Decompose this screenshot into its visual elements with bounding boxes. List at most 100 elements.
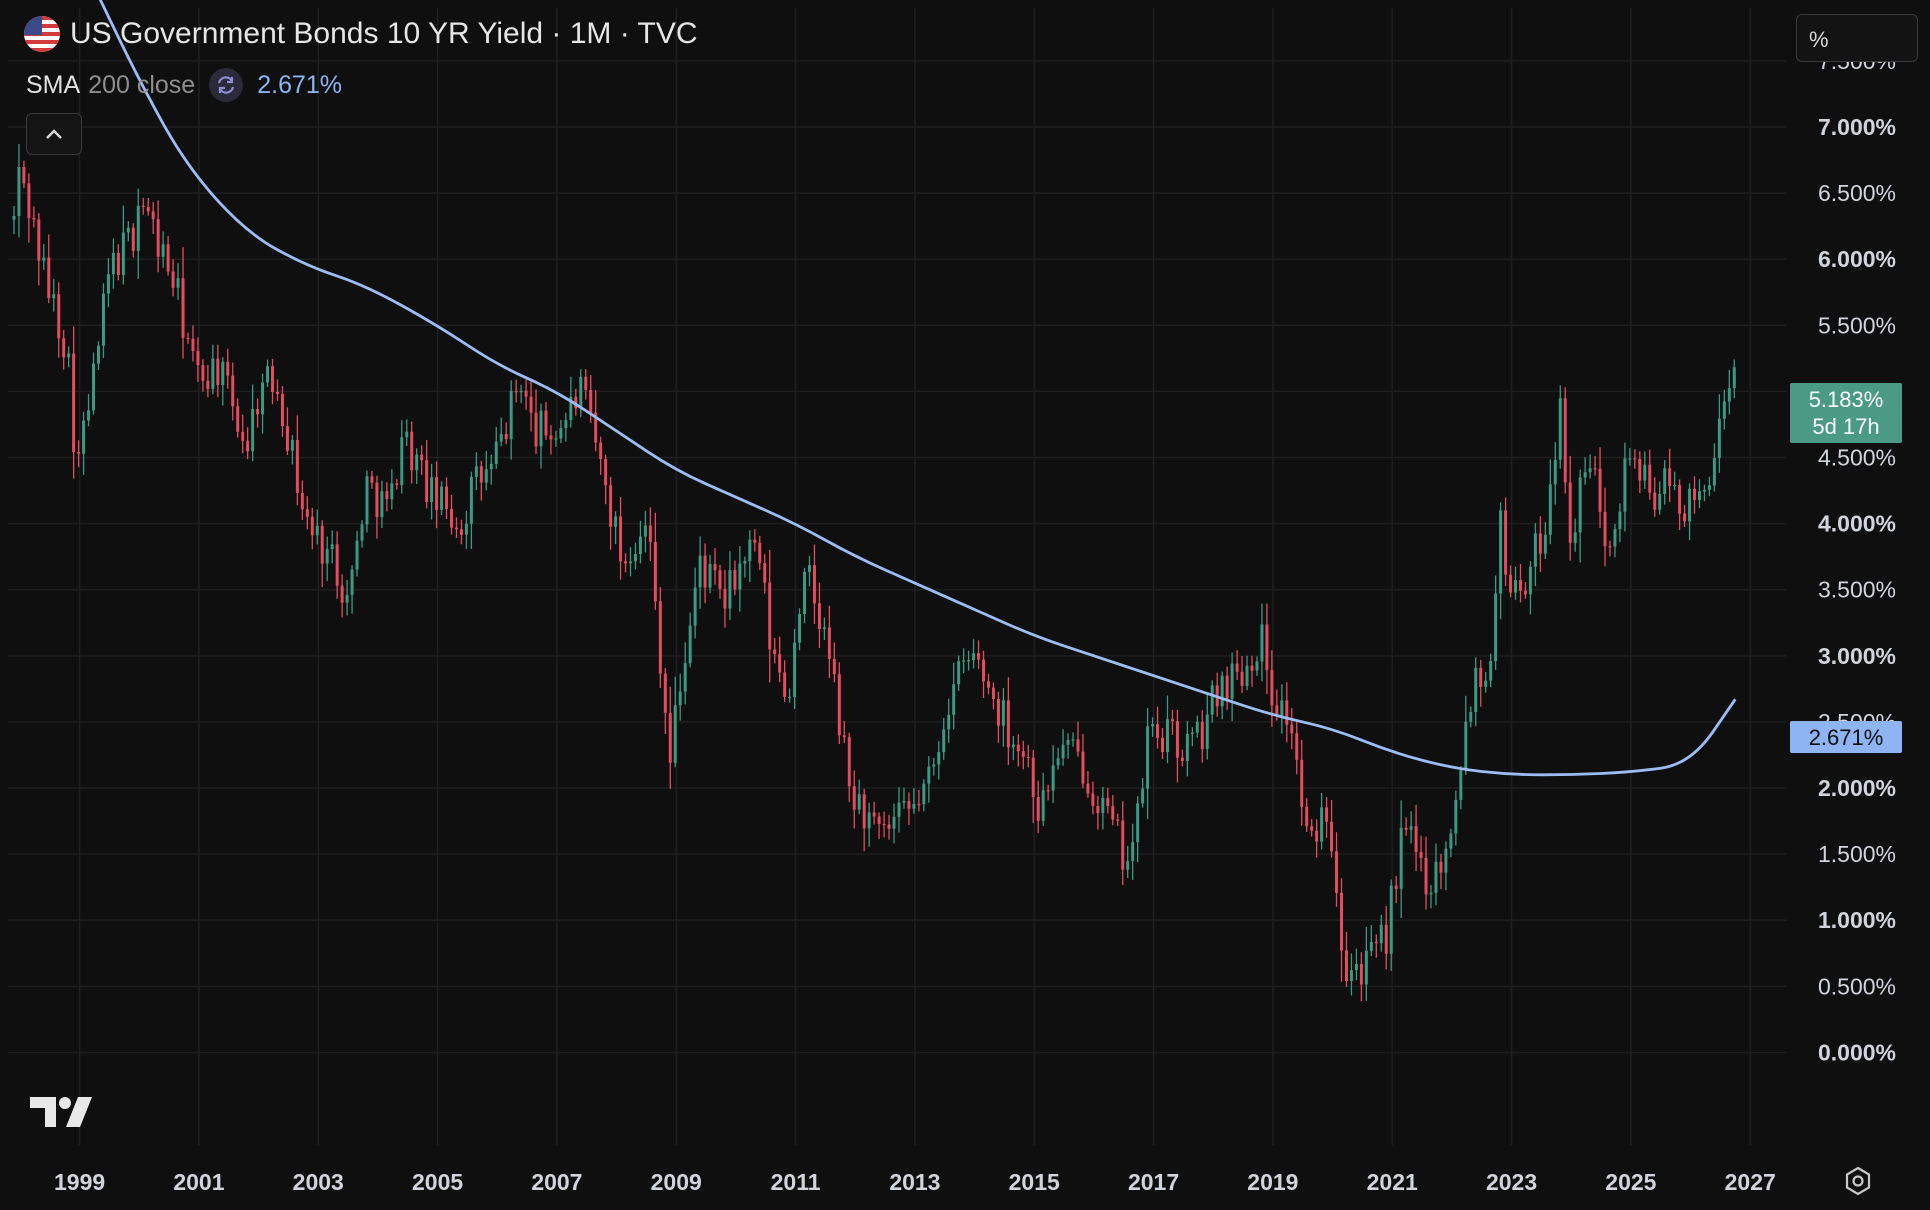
candle-body [1146,726,1150,789]
candle-body [1523,590,1527,595]
candle-body [1086,783,1090,794]
candle-body [877,816,881,824]
candle-body [1111,806,1115,820]
x-tick-label: 2003 [293,1169,344,1195]
candle-body [509,390,513,440]
candle-body [1170,719,1174,722]
candle-body [1091,793,1095,806]
candle-body [977,653,981,660]
candle-body [827,627,831,659]
y-tick-label: 4.000% [1818,511,1896,537]
candle-body [1364,950,1368,985]
candle-body [514,390,518,393]
candle-body [932,764,936,767]
candle-body [1633,458,1637,460]
candle-body [1285,700,1289,725]
y-tick-label: 3.500% [1818,577,1896,603]
candle-body [121,232,125,275]
candle-body [957,661,961,685]
candle-body [648,525,652,542]
candle-body [733,570,737,590]
y-axis[interactable]: 0.000%0.500%1.000%1.500%2.000%2.500%3.00… [1818,48,1896,1066]
x-tick-label: 2027 [1725,1169,1776,1195]
candle-body [1141,788,1145,804]
candle-body [285,426,289,451]
candle-body [1205,714,1209,749]
candle-body [1165,719,1169,753]
candle-body [1255,661,1259,671]
candle-body [1717,418,1721,459]
candle-body [668,712,672,763]
x-tick-label: 2011 [771,1169,821,1195]
candle-body [524,390,528,397]
candle-body [1608,546,1612,548]
candle-body [236,406,240,432]
candle-body [1514,580,1518,593]
candle-body [658,601,662,674]
candle-body [1419,851,1423,858]
indicator-legend[interactable]: SMA 200 close 2.671% [26,68,342,102]
candle-body [479,466,483,483]
candle-body [141,205,145,208]
candle-body [1678,485,1682,514]
candle-body [176,278,180,288]
unit-selector[interactable]: % [1796,14,1918,62]
candle-body [1006,700,1010,748]
candle-body [1320,807,1324,842]
candle-body [1106,797,1110,807]
candle-body [544,410,548,436]
candle-body [808,565,811,572]
candle-body [892,816,896,829]
candle-body [474,466,478,477]
candle-body [151,211,155,220]
candle-body [1583,472,1587,478]
candle-body [1553,459,1557,485]
candle-body [748,539,752,562]
candle-body [728,570,732,609]
candle-body [604,459,608,486]
candle-body [261,382,265,415]
candle-body [1444,848,1448,873]
candle-body [32,217,36,220]
candle-body [1260,624,1264,662]
chart-title-row[interactable]: US Government Bonds 10 YR Yield · 1M · T… [24,16,698,52]
indicator-params: 200 close [88,70,196,99]
x-tick-label: 2021 [1367,1169,1418,1195]
candle-body [1235,663,1239,672]
candle-body [181,278,185,338]
candle-body [92,363,96,411]
candle-body [1683,513,1687,522]
candle-body [579,376,583,409]
candle-body [847,737,851,787]
candle-body [778,654,782,673]
candle-body [12,216,16,220]
candle-body [171,271,175,288]
candle-body [693,587,697,626]
tradingview-logo-icon[interactable] [30,1095,92,1134]
candle-body [564,420,568,429]
candle-body [1558,398,1562,460]
candle-body [57,294,61,339]
candle-body [539,410,543,447]
candle-body [231,375,235,407]
candle-body [72,353,76,453]
candle-body [1066,739,1070,745]
candle-body [246,440,250,452]
gear-icon[interactable] [1843,1166,1873,1201]
candle-body [768,582,772,650]
collapse-legend-button[interactable] [26,113,82,155]
candle-body [683,663,687,692]
candle-body [1623,458,1627,512]
sync-icon[interactable] [209,68,244,102]
candle-body [917,803,921,806]
candle-body [131,227,135,251]
candle-body [1344,950,1348,982]
candle-body [1389,885,1393,954]
candle-body [494,441,498,464]
candle-body [723,588,727,609]
x-axis[interactable]: 1997199920012003200520072009201120132015… [0,1169,1776,1195]
x-tick-label: 2007 [531,1169,582,1195]
candle-body [574,396,578,409]
candle-body [1548,484,1552,535]
